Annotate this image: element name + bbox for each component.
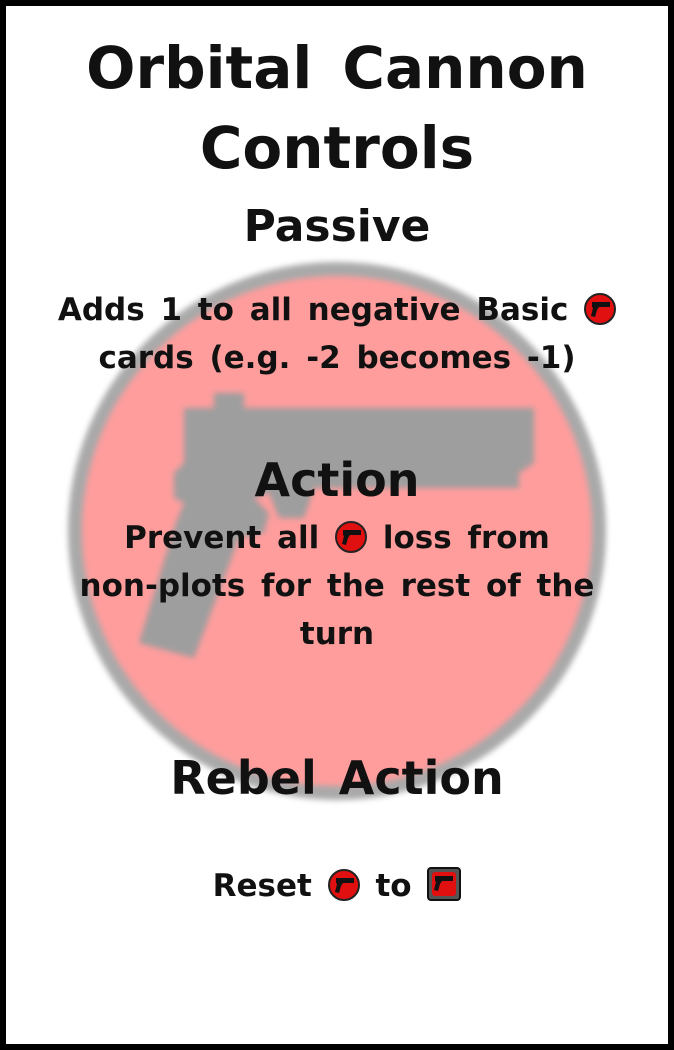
gun-token-icon [584,293,617,325]
rebel-action-before: Reset [212,868,312,904]
action-heading: Action [254,453,420,507]
action-text: Prevent all loss from non-plots for the … [6,514,668,658]
action-line-1: Prevent all loss from [6,514,668,562]
gun-token-square-icon [427,867,462,901]
action-line-1-before: Prevent all [124,520,320,556]
title-line-1: Orbital Cannon [86,34,588,102]
gun-token-icon [335,521,368,553]
card-title: Orbital Cannon Controls [6,28,668,188]
rebel-action-text: Reset to [6,862,668,910]
action-line-1-after: loss from [382,520,550,556]
passive-line-1-text: Adds 1 to all negative Basic [57,292,569,328]
rebel-action-middle: to [375,868,412,904]
passive-heading: Passive [243,201,431,252]
rebel-action-heading: Rebel Action [170,751,504,805]
gun-token-icon [327,869,360,901]
passive-text: Adds 1 to all negative Basic cards (e.g.… [6,286,668,382]
action-line-2: non-plots for the rest of the [79,568,595,604]
game-card: Orbital Cannon Controls Passive Adds 1 t… [6,6,668,1044]
passive-line-1: Adds 1 to all negative Basic [6,286,668,334]
passive-line-2: cards (e.g. -2 becomes -1) [98,340,576,376]
action-line-3: turn [299,616,375,652]
title-line-2: Controls [199,114,475,182]
